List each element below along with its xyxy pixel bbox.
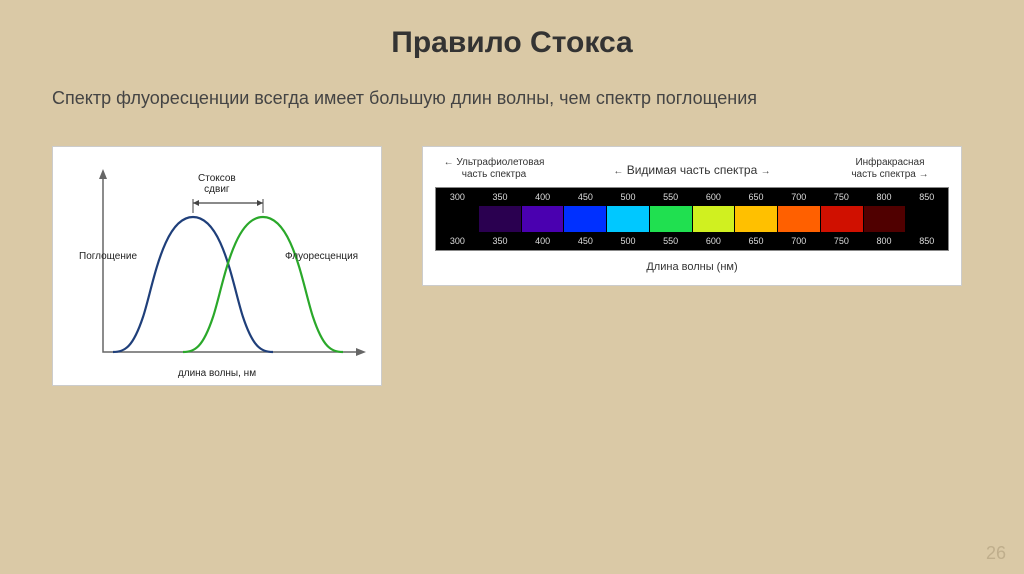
visible-region-label: ← Видимая часть спектра → [549, 157, 835, 181]
spectrum-tick: 500 [607, 236, 650, 246]
spectrum-cell [693, 206, 736, 232]
spectrum-cell [821, 206, 864, 232]
absorption-label: Поглощение [79, 251, 137, 262]
spectrum-cell [778, 206, 821, 232]
spectrum-cells [436, 206, 948, 232]
x-axis-label: длина волны, нм [53, 368, 381, 379]
spectrum-cell [436, 206, 479, 232]
spectrum-tick: 750 [820, 192, 863, 202]
spectrum-tick: 350 [479, 192, 522, 202]
spectrum-tick: 500 [607, 192, 650, 202]
spectrum-tick: 850 [905, 236, 948, 246]
spectrum-ticks-bottom: 300350400450500550600650700750800850 [436, 232, 948, 250]
spectrum-cell [564, 206, 607, 232]
spectrum-cell [522, 206, 565, 232]
page-title: Правило Стокса [0, 0, 1024, 60]
spectrum-tick: 300 [436, 236, 479, 246]
ir-region-label: Инфракраснаячасть спектра → [835, 157, 945, 181]
spectrum-tick: 400 [521, 236, 564, 246]
fluorescence-label: Флуоресценция [285, 251, 358, 262]
spectrum-tick: 700 [777, 192, 820, 202]
spectrum-tick: 850 [905, 192, 948, 202]
uv-region-label: ← Ультрафиолетоваячасть спектра [439, 157, 549, 181]
spectrum-cell [650, 206, 693, 232]
page-number: 26 [986, 543, 1006, 564]
spectrum-cell [864, 206, 907, 232]
arrow-right-icon: → [761, 166, 771, 177]
spectrum-bar: 300350400450500550600650700750800850 300… [435, 187, 949, 251]
spectrum-tick: 450 [564, 192, 607, 202]
spectrum-tick: 650 [735, 236, 778, 246]
spectrum-tick: 650 [735, 192, 778, 202]
arrow-left-icon: ← [613, 166, 623, 177]
spectrum-tick: 800 [863, 192, 906, 202]
spectrum-cell [735, 206, 778, 232]
stokes-shift-label: Стоксовсдвиг [198, 173, 236, 195]
spectrum-tick: 750 [820, 236, 863, 246]
spectrum-tick: 600 [692, 236, 735, 246]
spectrum-tick: 350 [479, 236, 522, 246]
arrow-left-icon: ← [444, 157, 454, 168]
spectrum-axis-label: Длина волны (нм) [435, 261, 949, 273]
spectrum-tick: 550 [649, 236, 692, 246]
spectrum-tick: 800 [863, 236, 906, 246]
spectrum-tick: 600 [692, 192, 735, 202]
stokes-graph-panel: Поглощение Флуоресценция Стоксовсдвиг дл… [52, 146, 382, 386]
spectrum-cell [906, 206, 948, 232]
spectrum-cell [607, 206, 650, 232]
page-subtitle: Спектр флуоресценции всегда имеет большу… [0, 60, 1024, 110]
spectrum-panel: ← Ультрафиолетоваячасть спектра ← Видима… [422, 146, 962, 286]
spectrum-cell [479, 206, 522, 232]
spectrum-tick: 300 [436, 192, 479, 202]
spectrum-tick: 700 [777, 236, 820, 246]
spectrum-tick: 450 [564, 236, 607, 246]
spectrum-top-labels: ← Ультрафиолетоваячасть спектра ← Видима… [435, 157, 949, 181]
spectrum-tick: 400 [521, 192, 564, 202]
spectrum-tick: 550 [649, 192, 692, 202]
spectrum-ticks-top: 300350400450500550600650700750800850 [436, 188, 948, 206]
panels-row: Поглощение Флуоресценция Стоксовсдвиг дл… [0, 110, 1024, 386]
arrow-right-icon: → [919, 169, 929, 180]
